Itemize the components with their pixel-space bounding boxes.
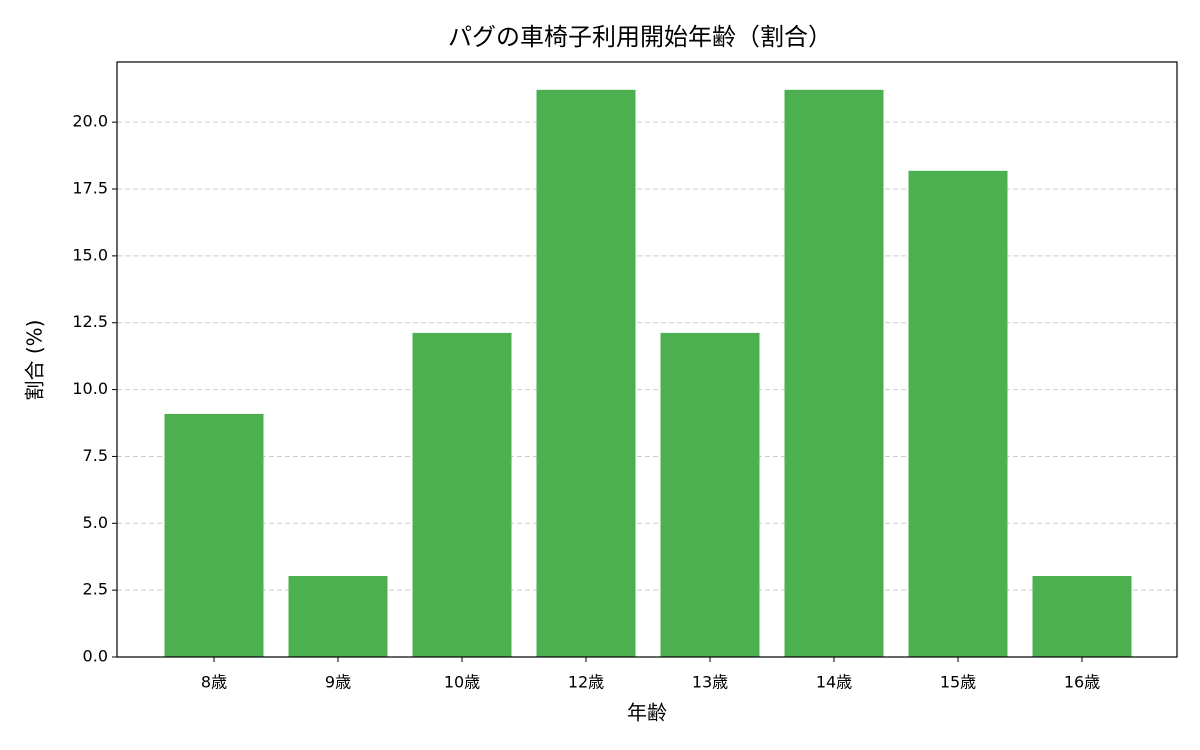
x-tick-label: 14歳 [816,673,852,692]
y-tick-label: 10.0 [72,379,108,398]
bar [288,575,388,657]
x-tick-label: 13歳 [692,673,728,692]
bar [536,89,636,658]
y-axis-label: 割合 (%) [23,320,47,401]
x-tick-label: 16歳 [1064,673,1100,692]
bar [412,332,512,657]
y-tick-label: 0.0 [83,647,108,666]
x-tick-label: 10歳 [444,673,480,692]
bar [660,332,760,657]
x-axis-label: 年齢 [627,701,667,725]
chart-title: パグの車椅子利用開始年齢（割合） [448,23,832,51]
y-tick-label: 15.0 [72,245,108,264]
bar [908,170,1008,657]
y-tick-label: 2.5 [83,580,108,599]
y-tick-label: 20.0 [72,112,108,131]
x-tick-label: 9歳 [325,673,351,692]
bar [784,89,884,658]
y-tick-label: 7.5 [83,446,108,465]
x-tick-label: 12歳 [568,673,604,692]
y-tick-label: 12.5 [72,312,108,331]
x-tick-label: 8歳 [201,673,227,692]
y-tick-label: 5.0 [83,513,108,532]
y-tick-label: 17.5 [72,179,108,198]
x-tick-label: 15歳 [940,673,976,692]
plot-frame [116,61,1178,658]
bar [164,413,264,657]
bar [1032,575,1132,657]
